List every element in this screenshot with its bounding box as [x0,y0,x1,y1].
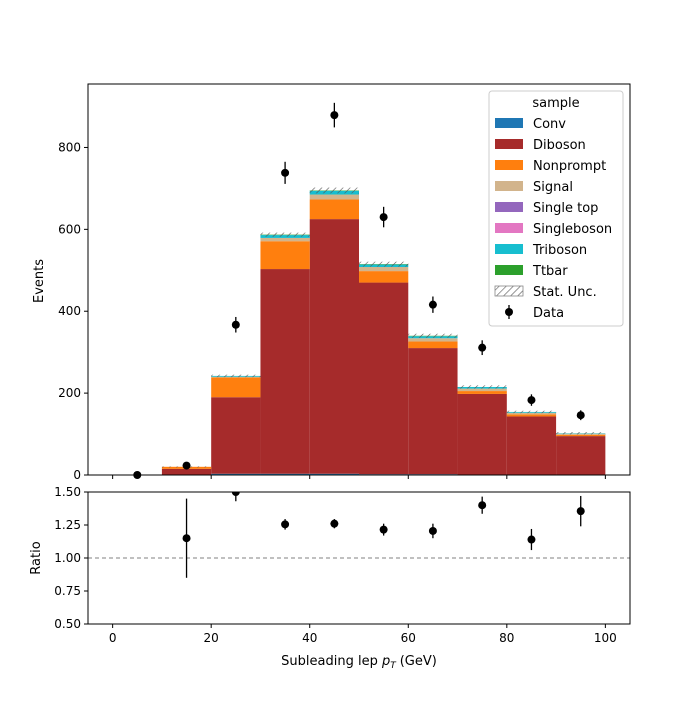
x-axis-label-unit: (GeV) [400,654,437,669]
legend-swatch-ttbar [495,265,523,275]
y-tick-label-2: 400 [58,304,81,318]
legend-swatch-triboson [495,244,523,254]
legend-swatch-signal [495,181,523,191]
x-tick-label-3: 60 [401,631,416,645]
data-point-2 [232,321,240,329]
ratio-y-axis: 0.50 0.75 1.00 1.25 1.50 [54,485,88,631]
ratio-points [183,483,585,578]
legend-label-ttbar: Ttbar [532,264,568,279]
legend-swatch-stat-unc [495,286,523,296]
ratio-point-5 [429,527,437,535]
y-tick-label-0: 0 [73,468,81,482]
legend-swatch-conv [495,118,523,128]
legend-swatch-nonprompt [495,160,523,170]
bar-diboson-bin-9 [556,436,605,475]
ratio-y-tick-label-2: 1.00 [54,551,81,565]
stat-unc-bin-8 [507,411,556,413]
x-tick-label-0: 0 [109,631,117,645]
bar-diboson-bin-7 [458,394,507,475]
bar-signal-bin-5 [359,267,408,271]
data-point-1 [183,462,191,470]
bar-nonprompt-bin-6 [408,342,457,349]
data-point-3 [281,169,289,177]
x-axis-label-text: Subleading lep [281,654,378,669]
legend: sample Conv Diboson Nonprompt Signal Single … [489,91,623,326]
main-y-axis: 0 200 400 600 800 [58,140,88,482]
data-point-5 [380,213,388,221]
ratio-point-4 [380,526,388,534]
legend-label-conv: Conv [533,117,566,132]
bar-nonprompt-bin-4 [310,199,359,219]
legend-label-nonprompt: Nonprompt [533,159,606,174]
ratio-plot-frame [88,492,630,624]
ratio-point-6 [478,501,486,509]
ratio-axis-label: Ratio [29,541,44,574]
x-tick-label-2: 40 [302,631,317,645]
bar-signal-bin-3 [260,238,309,241]
x-tick-label-1: 20 [204,631,219,645]
x-axis-label: Subleading lep pT(GeV) [281,654,437,671]
ratio-point-0 [183,534,191,542]
stat-unc-bin-4 [310,188,359,194]
x-tick-label-5: 100 [594,631,617,645]
bar-nonprompt-bin-5 [359,271,408,282]
stat-unc-bin-9 [556,432,605,434]
y-tick-label-1: 200 [58,386,81,400]
legend-label-signal: Signal [533,180,573,195]
bar-diboson-bin-4 [310,219,359,474]
ratio-y-tick-label-3: 1.25 [54,518,81,532]
bar-nonprompt-bin-3 [260,241,309,269]
data-point-6 [429,301,437,309]
stat-unc-bin-6 [408,334,457,338]
bar-diboson-bin-8 [507,416,556,475]
legend-swatch-diboson [495,139,523,149]
ratio-x-axis: 0 20 40 60 80 100 [109,624,617,645]
ratio-point-7 [527,536,535,544]
bar-nonprompt-bin-9 [556,435,605,436]
y-tick-label-3: 600 [58,222,81,236]
bar-diboson-bin-6 [408,348,457,474]
ratio-y-tick-label-4: 1.50 [54,485,81,499]
legend-label-stat-unc: Stat. Unc. [533,285,597,300]
data-point-4 [330,111,338,119]
y-axis-label: Events [32,259,47,303]
bar-signal-bin-6 [408,338,457,341]
bar-diboson-bin-5 [359,283,408,475]
legend-data-marker [505,308,513,316]
legend-label-triboson: Triboson [532,243,587,258]
legend-swatch-singleboson [495,223,523,233]
legend-label-data: Data [533,306,564,321]
data-point-7 [478,344,486,352]
stat-unc-bin-2 [211,375,260,377]
legend-swatch-single-top [495,202,523,212]
ratio-y-tick-label-1: 0.75 [54,584,81,598]
ratio-point-8 [577,507,585,515]
bar-signal-bin-7 [458,389,507,391]
stat-unc-bin-7 [458,385,507,388]
ratio-y-tick-label-0: 0.50 [54,617,81,631]
bar-diboson-bin-1 [162,469,211,475]
x-axis-label-symbol: p [381,654,390,669]
ratio-point-3 [330,520,338,528]
bar-nonprompt-bin-7 [458,391,507,394]
x-tick-label-4: 80 [499,631,514,645]
x-axis-label-subscript: T [390,661,397,671]
bar-nonprompt-bin-8 [507,414,556,416]
data-point-8 [527,396,535,404]
bar-signal-bin-4 [310,195,359,200]
stat-unc-bin-3 [260,233,309,237]
bar-nonprompt-bin-2 [211,378,260,398]
main-x-ticks [113,475,606,479]
legend-label-single-top: Single top [533,201,598,216]
data-point-9 [577,411,585,419]
ratio-point-2 [281,520,289,528]
legend-label-singleboson: Singleboson [533,222,612,237]
bar-diboson-bin-2 [211,397,260,474]
bar-diboson-bin-3 [260,269,309,474]
y-tick-label-4: 800 [58,140,81,154]
legend-label-diboson: Diboson [533,138,586,153]
legend-title: sample [532,96,579,111]
stat-unc-bin-5 [359,262,408,267]
